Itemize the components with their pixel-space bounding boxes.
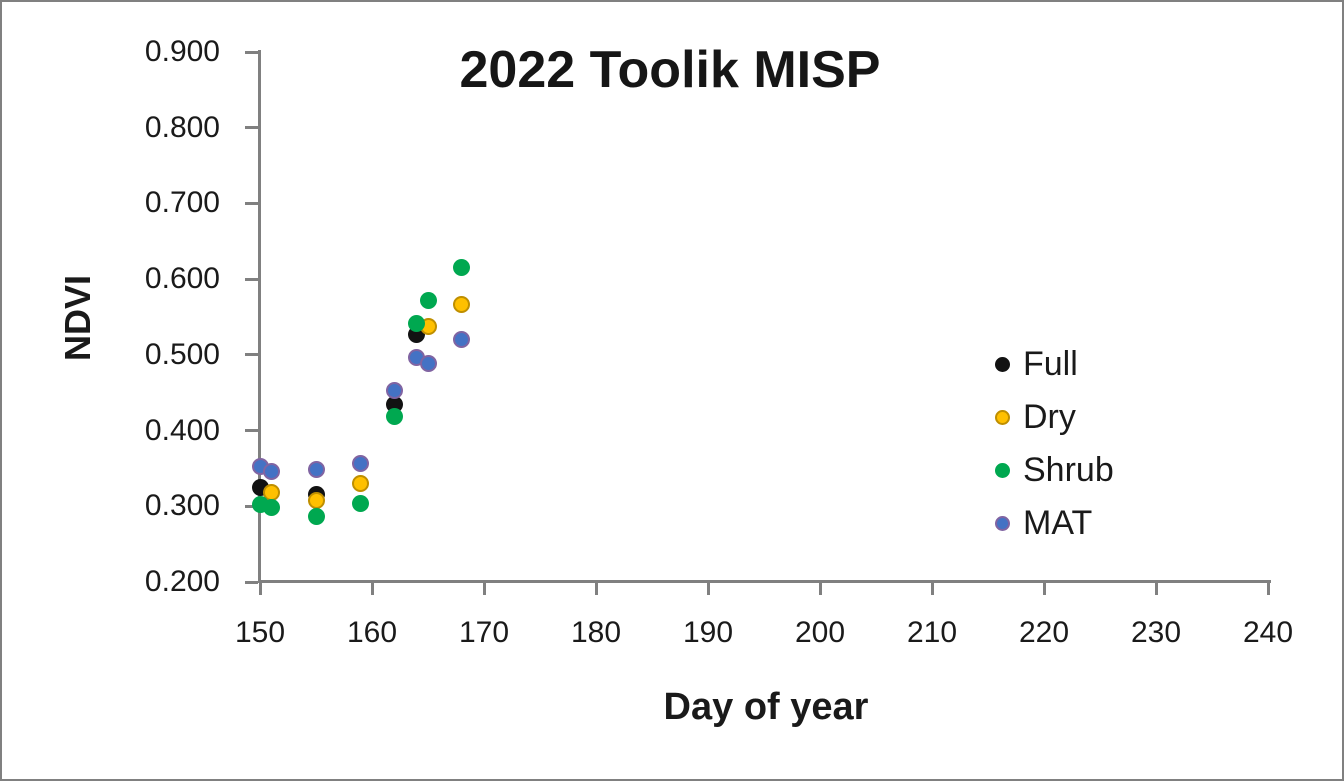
x-axis-line [258, 580, 1271, 583]
legend-label-shrub: Shrub [1023, 451, 1114, 489]
x-tick [818, 583, 822, 595]
x-tick [1266, 583, 1270, 595]
data-point-shrub [307, 507, 325, 525]
legend-label-full: Full [1023, 345, 1078, 383]
data-point-shrub [262, 499, 280, 517]
x-tick-label: 150 [234, 616, 286, 649]
y-axis-title: NDVI [57, 275, 98, 362]
chart-title: 2022 Toolik MISP [459, 41, 881, 99]
data-point-shrub [352, 494, 370, 512]
y-tick [245, 580, 258, 584]
data-point-mat [385, 381, 403, 399]
legend-label-mat: MAT [1023, 504, 1093, 542]
x-tick [370, 583, 374, 595]
x-tick [258, 583, 262, 595]
data-point-mat [453, 331, 471, 349]
legend-marker-mat [995, 516, 1010, 531]
y-tick-label: 0.600 [144, 262, 220, 296]
legend-label-dry: Dry [1023, 398, 1076, 436]
legend-item-full: Full [995, 338, 1114, 391]
x-tick [706, 583, 710, 595]
y-tick [245, 429, 258, 433]
y-tick-label: 0.200 [144, 565, 220, 598]
x-tick [1154, 583, 1158, 595]
y-tick [245, 50, 258, 54]
data-point-shrub [408, 315, 426, 333]
x-axis-title: Day of year [663, 686, 869, 728]
legend-item-mat: MAT [995, 497, 1114, 550]
y-tick-label: 0.400 [144, 413, 220, 447]
y-tick [245, 353, 258, 357]
data-point-shrub [453, 259, 471, 277]
x-tick [594, 583, 598, 595]
x-tick-label: 230 [1130, 616, 1182, 649]
y-tick [245, 277, 258, 281]
x-tick-label: 220 [1018, 616, 1070, 649]
data-point-mat [262, 462, 280, 480]
x-tick-label: 200 [794, 616, 846, 649]
y-tick-label: 0.300 [144, 489, 220, 523]
y-tick [245, 201, 258, 205]
data-point-shrub [419, 291, 437, 309]
y-tick-label: 0.700 [144, 186, 220, 220]
data-point-mat [419, 355, 437, 373]
legend-marker-shrub [995, 463, 1010, 478]
x-tick-label: 190 [682, 616, 734, 649]
data-point-mat [352, 455, 370, 473]
x-tick [930, 583, 934, 595]
x-tick-label: 170 [458, 616, 510, 649]
y-tick-label: 0.800 [144, 110, 220, 144]
legend-marker-full [995, 357, 1010, 372]
data-point-shrub [385, 408, 403, 426]
x-tick-label: 160 [346, 616, 398, 649]
chart-legend: Full Dry Shrub MAT [995, 338, 1114, 550]
y-tick [245, 126, 258, 130]
data-point-mat [307, 461, 325, 479]
y-tick-label: 0.900 [144, 35, 220, 68]
data-point-dry [453, 296, 471, 314]
legend-item-shrub: Shrub [995, 444, 1114, 497]
x-tick [1042, 583, 1046, 595]
y-tick-label: 0.500 [144, 337, 220, 371]
x-tick [482, 583, 486, 595]
x-tick-label: 180 [570, 616, 622, 649]
data-point-dry [352, 475, 370, 493]
legend-marker-dry [995, 410, 1010, 425]
data-point-full [385, 395, 403, 413]
y-axis-line [258, 50, 261, 583]
legend-item-dry: Dry [995, 391, 1114, 444]
x-tick-label: 240 [1242, 616, 1294, 649]
data-point-dry [307, 492, 325, 510]
x-tick-label: 210 [906, 616, 958, 649]
